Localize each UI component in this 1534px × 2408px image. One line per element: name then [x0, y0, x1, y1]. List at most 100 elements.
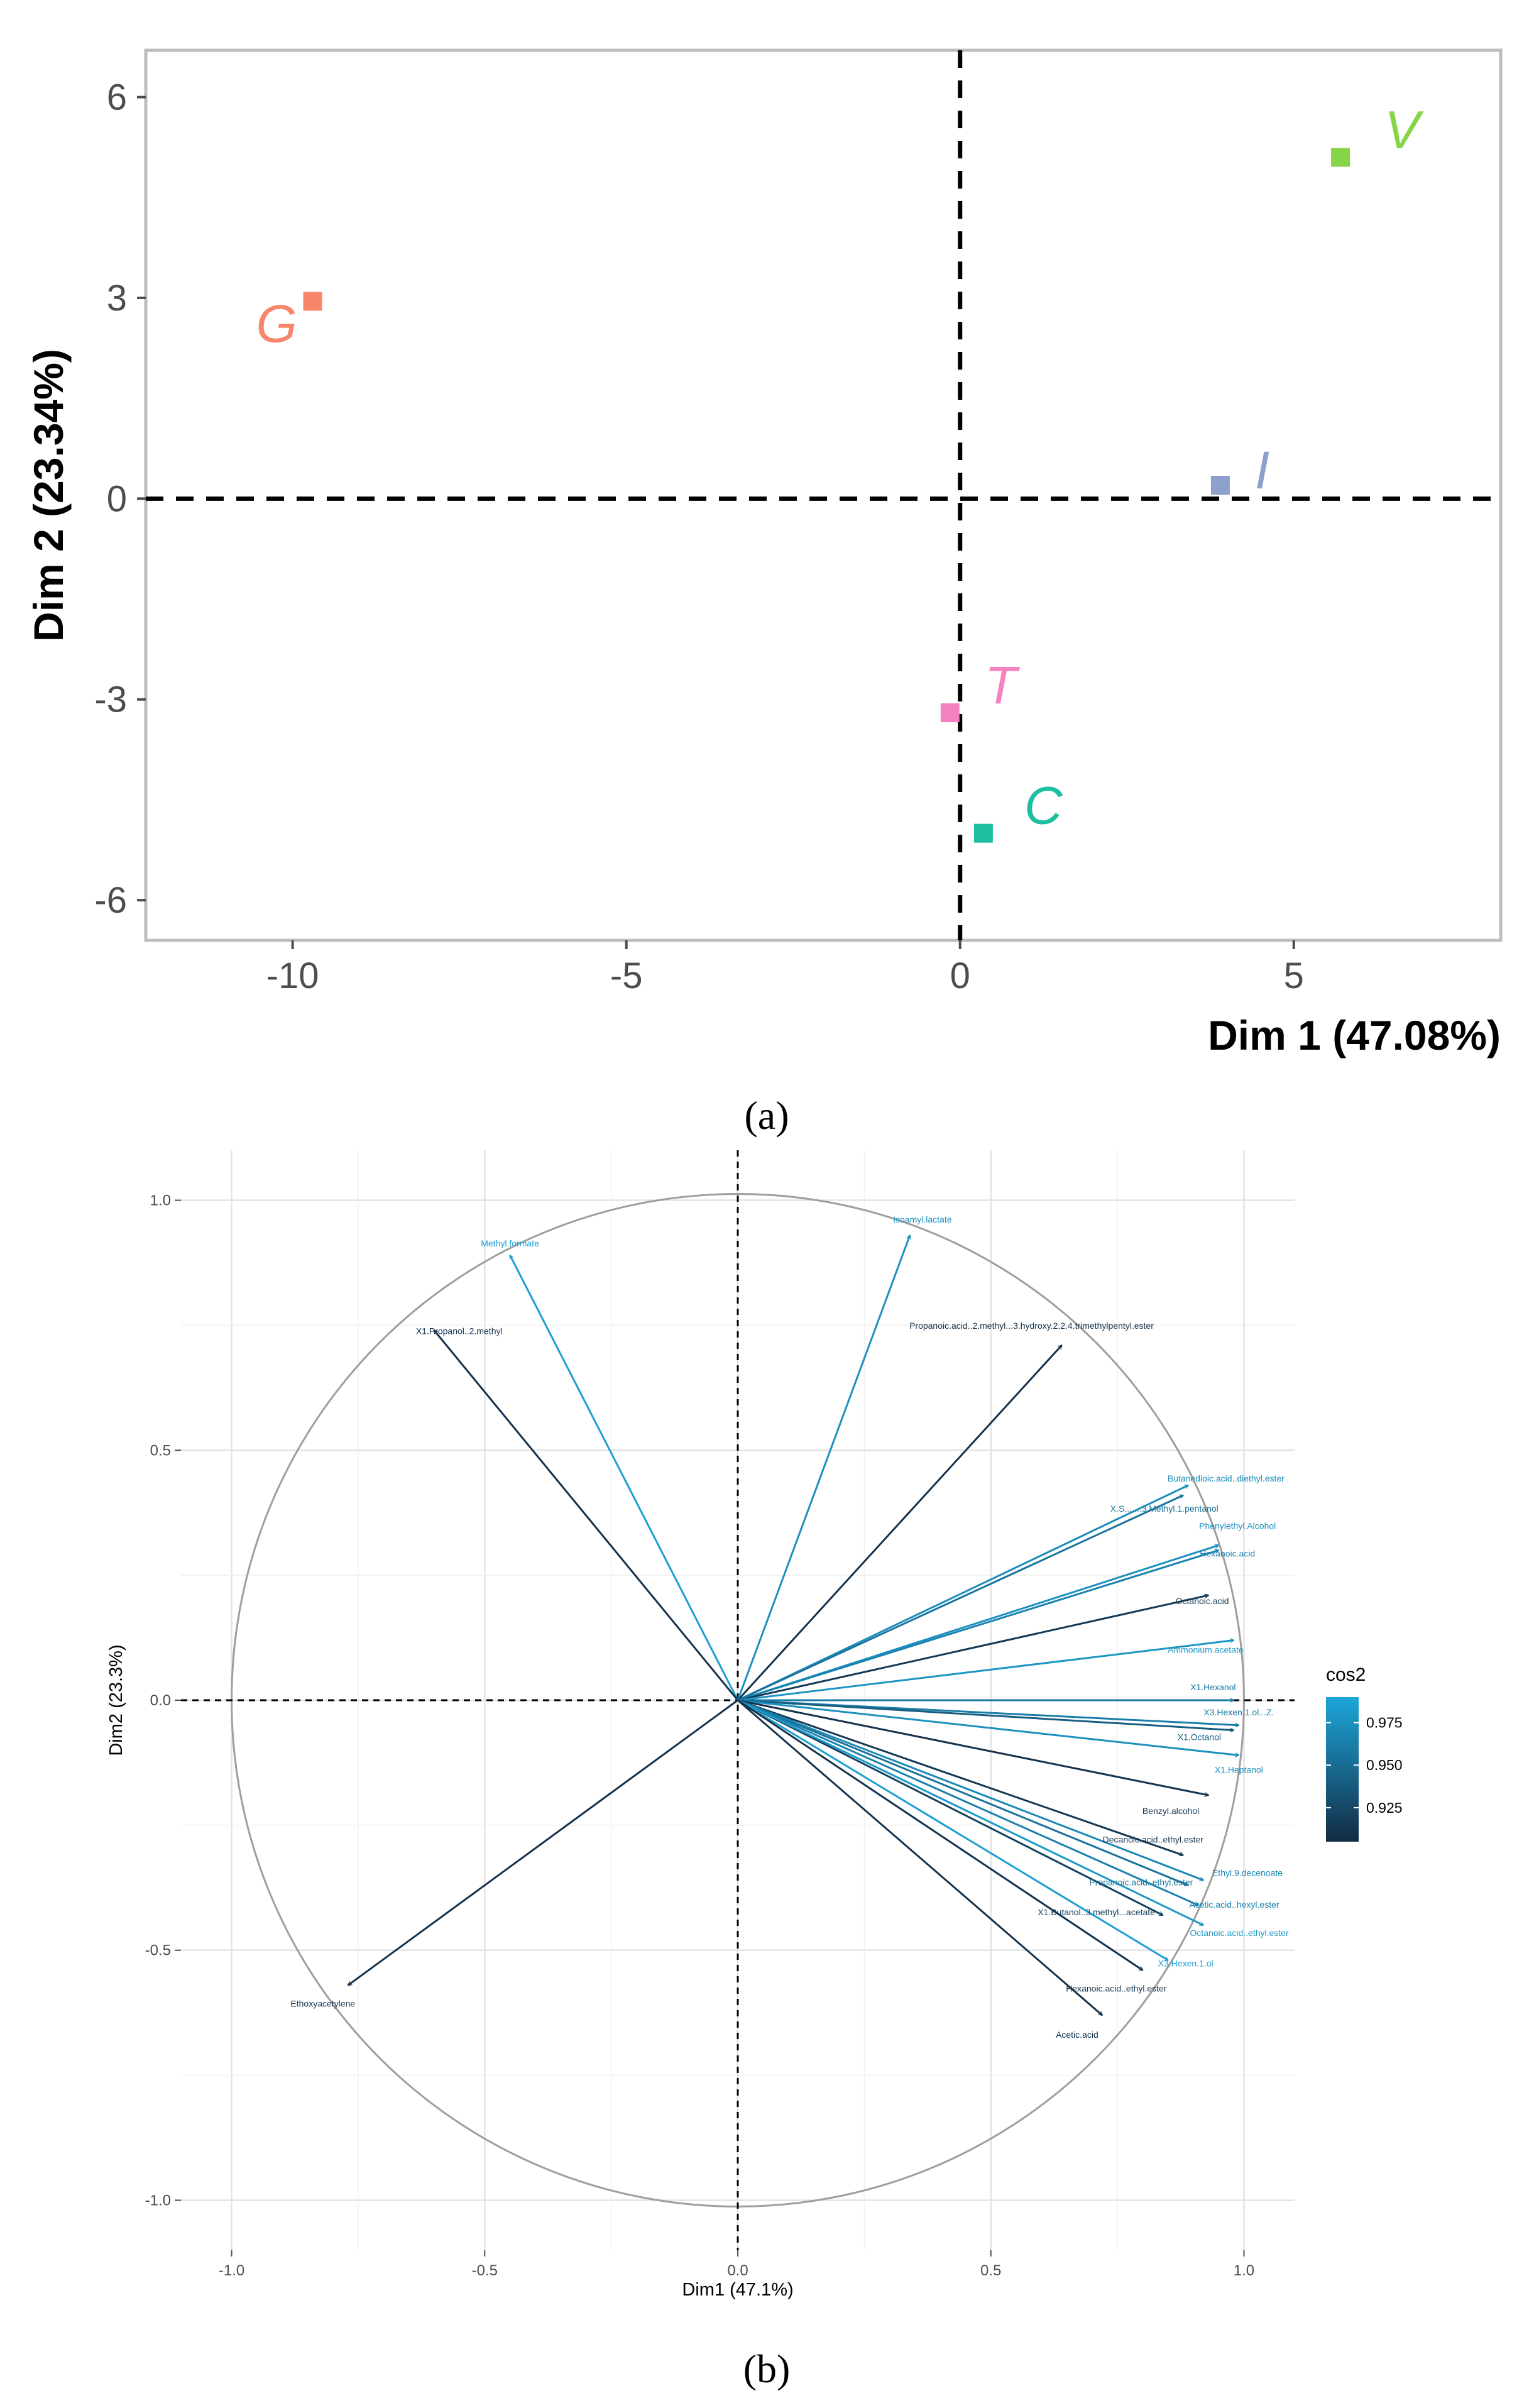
variable-arrow — [737, 1641, 1234, 1702]
variable-label: X3.Hexen.1.ol...Z. — [1203, 1707, 1274, 1717]
panel-b-variable-plot: -1.0 -0.5 0.0 0.5 1.0 -1.0 -0.5 0.0 0.5 1.0 Meth… — [106, 1150, 1403, 2391]
variable-arrow — [737, 1345, 1061, 1702]
variable-label: Hexanoic.acid..ethyl.ester — [1066, 1984, 1167, 1994]
point-V — [1331, 148, 1350, 167]
variable-arrow — [737, 1699, 1188, 1885]
variable-label: Isoamyl.lactate — [893, 1214, 952, 1224]
variable-arrow — [737, 1699, 1208, 1795]
variable-arrow — [737, 1699, 1102, 2015]
point-label-T: T — [985, 656, 1021, 715]
panel-b-caption: (b) — [743, 2346, 791, 2391]
variable-arrow — [737, 1699, 1142, 1971]
variable-label: Decanoic.acid..ethyl.ester — [1103, 1835, 1204, 1845]
y-tick-label: 6 — [107, 77, 127, 118]
variable-arrow — [348, 1699, 738, 1986]
variable-arrow — [737, 1699, 1203, 1927]
panel-b-y-axis-title: Dim2 (23.3%) — [106, 1644, 126, 1756]
variable-label: Butanedioic.acid..diethyl.ester — [1168, 1473, 1285, 1483]
panel-a-x-axis-title: Dim 1 (47.08%) — [1208, 1012, 1501, 1058]
panel-a-y-axis-title: Dim 2 (23.34%) — [25, 349, 72, 642]
variable-arrow — [737, 1550, 1219, 1702]
panel-a-plot-frame — [144, 48, 1503, 942]
panel-b-x-ticks: -1.0 -0.5 0.0 0.5 1.0 — [219, 2250, 1254, 2279]
variable-arrow — [737, 1699, 1168, 1961]
variable-arrow — [737, 1699, 1163, 1916]
variable-arrow — [434, 1330, 739, 1701]
variable-label: Propanoic.acid..2.methyl...3.hydroxy.2.2… — [909, 1321, 1154, 1331]
x-tick-label: -0.5 — [472, 2262, 498, 2279]
y-tick-label: 0.5 — [150, 1442, 171, 1459]
panel-a-caption: (a) — [744, 1093, 789, 1138]
legend-title: cos2 — [1326, 1664, 1366, 1685]
point-label-G: G — [256, 294, 297, 353]
panel-b-x-axis-title: Dim1 (47.1%) — [682, 2280, 793, 2300]
legend-colorbar — [1326, 1697, 1359, 1842]
panel-b-variable-arrows — [348, 1235, 1239, 2015]
panel-a-points: G V I T C — [256, 100, 1424, 843]
point-label-C: C — [1024, 776, 1063, 835]
panel-b-variable-labels: Methyl.formate X1.Propanol..2.methyl Isoam… — [290, 1214, 1289, 2040]
y-tick-label: -3 — [94, 679, 127, 720]
panel-b-legend: cos2 0.975 0.950 0.925 — [1326, 1664, 1403, 1842]
variable-label: X.S.......3.Methyl.1.pentanol — [1110, 1504, 1219, 1514]
variable-label: Hexanoic.acid — [1200, 1548, 1255, 1558]
panel-a-x-ticks: -10 -5 0 5 — [266, 940, 1304, 996]
variable-label: Acetic.acid — [1056, 2030, 1098, 2040]
x-tick-label: -1.0 — [219, 2262, 244, 2279]
variable-arrow — [737, 1235, 910, 1701]
legend-ticks: 0.975 0.950 0.925 — [1326, 1715, 1403, 1816]
variable-label: Phenylethyl.Alcohol — [1199, 1520, 1276, 1531]
point-label-V: V — [1384, 100, 1424, 159]
legend-tick-label: 0.925 — [1366, 1800, 1403, 1816]
variable-arrow — [737, 1699, 1239, 1756]
variable-label: X1.Octanol — [1178, 1732, 1221, 1742]
x-tick-label: 1.0 — [1234, 2262, 1254, 2279]
panel-a-y-ticks: -6 -3 0 3 6 — [94, 77, 146, 921]
variable-label: Octanoic.acid — [1176, 1596, 1229, 1606]
variable-label: Ethyl.9.decenoate — [1212, 1867, 1283, 1877]
variable-label: Acetic.acid..hexyl.ester — [1189, 1899, 1279, 1910]
variable-label: Octanoic.acid..ethyl.ester — [1190, 1928, 1289, 1938]
variable-label: Propanoic.acid..ethyl.ester — [1089, 1877, 1193, 1887]
panel-b-y-ticks: -1.0 -0.5 0.0 0.5 1.0 — [145, 1192, 181, 2209]
x-tick-label: 0 — [950, 955, 970, 996]
variable-label: Benzyl.alcohol — [1142, 1806, 1199, 1816]
point-G — [303, 292, 322, 311]
variable-label: X1.Heptanol — [1215, 1765, 1263, 1775]
variable-arrow — [509, 1255, 739, 1701]
legend-tick-label: 0.950 — [1366, 1757, 1403, 1773]
point-C — [973, 823, 993, 843]
y-tick-label: -6 — [94, 880, 127, 921]
variable-arrow — [737, 1699, 1198, 1906]
x-tick-label: -10 — [266, 955, 319, 996]
variable-label: Ammonium.acetate — [1168, 1645, 1244, 1655]
variable-arrow — [737, 1595, 1208, 1702]
variable-arrow — [737, 1699, 1183, 1855]
y-tick-label: 0 — [107, 478, 127, 519]
variable-label: X1.Hexanol — [1190, 1682, 1235, 1692]
legend-tick-label: 0.975 — [1366, 1715, 1403, 1731]
variable-label: X1.Butanol..3.methyl...acetate — [1038, 1907, 1155, 1917]
point-label-I: I — [1255, 441, 1269, 500]
y-tick-label: -0.5 — [145, 1942, 171, 1959]
panel-a-score-plot: -10 -5 0 5 -6 -3 0 3 6 G V I T C Dim 1 (47.08%) Dim… — [25, 48, 1503, 1138]
x-tick-label: -5 — [610, 955, 643, 996]
variable-arrow — [737, 1494, 1183, 1702]
point-I — [1210, 476, 1230, 495]
variable-label: Methyl.formate — [481, 1238, 539, 1248]
variable-arrow — [737, 1484, 1188, 1702]
x-tick-label: 5 — [1284, 955, 1304, 996]
y-tick-label: -1.0 — [145, 2192, 171, 2209]
y-tick-label: 0.0 — [150, 1692, 171, 1709]
variable-label: X3.Hexen.1.ol — [1158, 1959, 1214, 1969]
point-T — [940, 703, 960, 723]
y-tick-label: 1.0 — [150, 1192, 171, 1209]
y-tick-label: 3 — [107, 278, 127, 319]
variable-arrow — [737, 1699, 1234, 1730]
x-tick-label: 0.5 — [980, 2262, 1001, 2279]
variable-arrow — [737, 1699, 1203, 1880]
variable-label: X1.Propanol..2.methyl — [416, 1326, 503, 1336]
variable-label: Ethoxyacetylene — [290, 1998, 355, 2008]
x-tick-label: 0.0 — [727, 2262, 748, 2279]
